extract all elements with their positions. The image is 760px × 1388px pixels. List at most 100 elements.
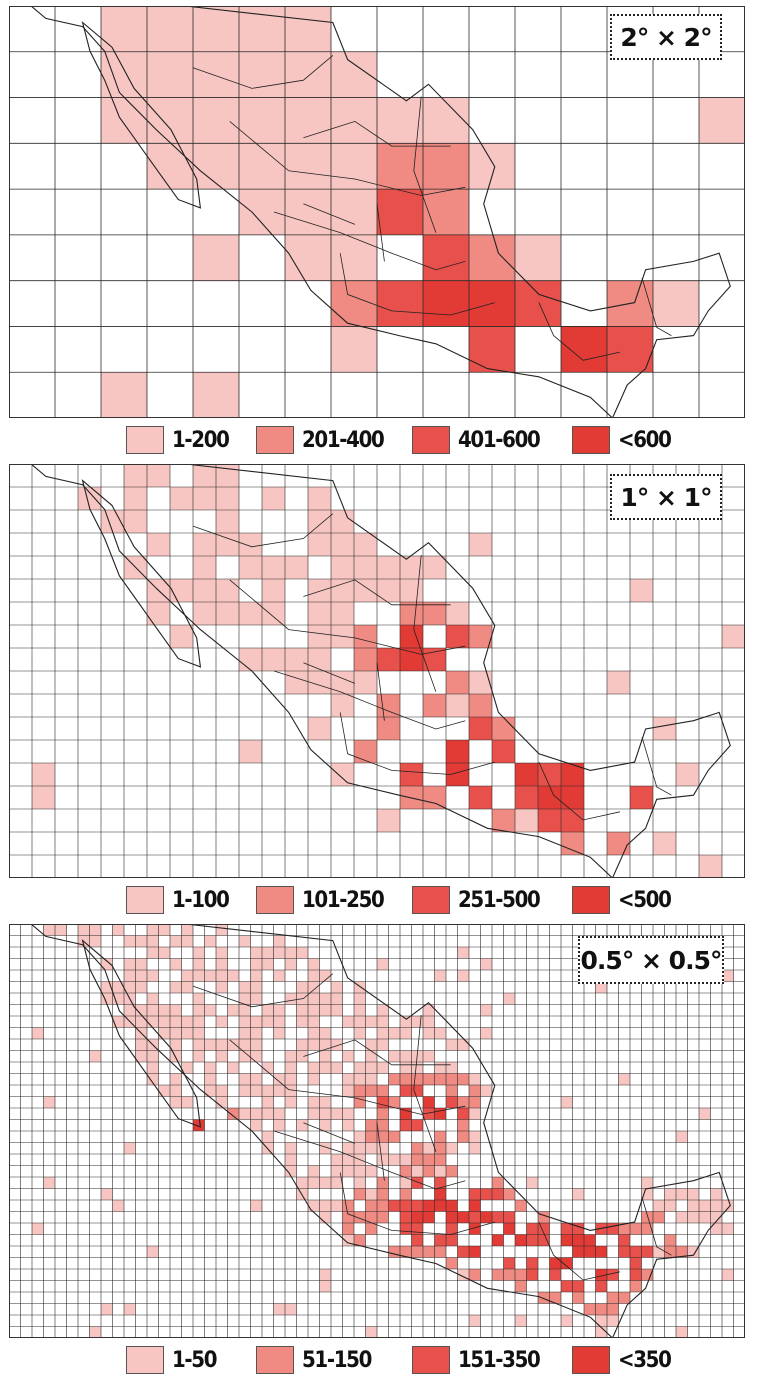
grid-cell xyxy=(342,1073,354,1085)
grid-cell xyxy=(285,97,331,144)
grid-cell xyxy=(193,1027,205,1039)
grid-cell xyxy=(630,1269,642,1281)
legend-1deg: 1-100 101-250 251-500 <500 xyxy=(0,880,760,920)
grid-cell xyxy=(331,579,354,602)
grid-cell xyxy=(388,1096,400,1108)
grid-cell xyxy=(331,1165,343,1177)
grid-cell xyxy=(377,97,423,144)
grid-cell xyxy=(250,947,262,959)
grid-cell xyxy=(377,1131,389,1143)
grid-cell xyxy=(204,970,216,982)
grid-cell xyxy=(526,1223,538,1235)
legend-swatch xyxy=(256,1346,294,1374)
grid-cell xyxy=(319,1050,331,1062)
state-boundaries xyxy=(192,513,672,821)
grid-cell xyxy=(400,625,423,648)
grid-cell xyxy=(354,579,377,602)
grid-cell xyxy=(170,1096,182,1108)
grid-cell xyxy=(170,958,182,970)
grid-cell xyxy=(262,958,274,970)
grid-cell xyxy=(469,234,515,281)
grid-cell xyxy=(423,189,469,235)
grid-cell xyxy=(400,763,423,786)
legend-swatch xyxy=(412,886,450,914)
country-outline xyxy=(30,464,731,878)
grid-cell xyxy=(469,1131,481,1143)
grid-cell xyxy=(377,1188,389,1200)
grid-cell xyxy=(181,981,193,993)
grid-lines xyxy=(9,464,745,878)
grid-cell xyxy=(308,1096,320,1108)
grid-cell xyxy=(331,234,377,281)
grid-cell xyxy=(147,1050,159,1062)
grid-cell xyxy=(112,1200,124,1212)
grid-cell xyxy=(250,1200,262,1212)
legend-swatch xyxy=(572,426,610,454)
grid-cell xyxy=(400,1073,412,1085)
grid-cell xyxy=(285,1062,297,1074)
grid-cell xyxy=(216,1096,228,1108)
grid-cell xyxy=(262,1096,274,1108)
grid-cell xyxy=(124,464,147,487)
grid-cell xyxy=(492,1234,504,1246)
grid-cell xyxy=(193,51,239,98)
grid-cell xyxy=(124,1004,136,1016)
grid-cell xyxy=(308,533,331,556)
grid-cell xyxy=(653,832,676,855)
grid-cell xyxy=(319,1269,331,1281)
grid-cell xyxy=(158,947,170,959)
grid-map-2deg xyxy=(9,6,745,418)
grid-cell xyxy=(158,1004,170,1016)
grid-cell xyxy=(43,1177,55,1189)
grid-cell xyxy=(262,1062,274,1074)
grid-cell xyxy=(262,1016,274,1028)
grid-cell xyxy=(296,981,308,993)
grid-cell xyxy=(193,1050,205,1062)
grid-cell xyxy=(641,1211,653,1223)
grid-cell xyxy=(273,1119,285,1131)
grid-cell xyxy=(354,1142,366,1154)
grid-cell xyxy=(377,189,423,235)
grid-cell xyxy=(170,1039,182,1051)
grid-cell xyxy=(135,935,147,947)
grid-cell xyxy=(469,1246,481,1258)
grid-cell xyxy=(469,1315,481,1327)
grid-cell xyxy=(480,1211,492,1223)
grid-cell xyxy=(78,487,101,510)
grid-cell xyxy=(147,51,193,98)
grid-cell xyxy=(273,1085,285,1097)
grid-cell xyxy=(411,1234,423,1246)
grid-cell xyxy=(423,1096,435,1108)
legend-swatch xyxy=(572,1346,610,1374)
grid-cell xyxy=(239,1004,251,1016)
grid-cell xyxy=(227,1108,239,1120)
grid-cell xyxy=(400,1016,412,1028)
grid-cell xyxy=(469,1085,481,1097)
grid-cell xyxy=(354,556,377,579)
grid-cell xyxy=(308,579,331,602)
grid-cell xyxy=(193,1004,205,1016)
grid-cell xyxy=(388,1050,400,1062)
grid-cell xyxy=(135,958,147,970)
grid-cell xyxy=(354,1027,366,1039)
grid-cell xyxy=(400,1108,412,1120)
grid-cell xyxy=(423,1027,435,1039)
grid-cell xyxy=(147,993,159,1005)
grid-cell xyxy=(377,1085,389,1097)
grid-cell xyxy=(147,1073,159,1085)
grid-cell xyxy=(457,1131,469,1143)
grid-cell xyxy=(250,1085,262,1097)
grid-cell xyxy=(89,924,101,936)
grid-cell xyxy=(354,1234,366,1246)
legend-label: 51-150 xyxy=(302,1347,372,1373)
grid-cell xyxy=(618,1223,630,1235)
grid-cell xyxy=(354,1211,366,1223)
legend-item-bin1: 1-100 xyxy=(126,880,235,920)
grid-cell xyxy=(434,1165,446,1177)
grid-cell xyxy=(365,1050,377,1062)
grid-cell xyxy=(112,924,124,936)
grid-cell xyxy=(687,1200,699,1212)
grid-cell xyxy=(170,1050,182,1062)
grid-cell xyxy=(561,809,584,832)
grid-cell xyxy=(331,1004,343,1016)
